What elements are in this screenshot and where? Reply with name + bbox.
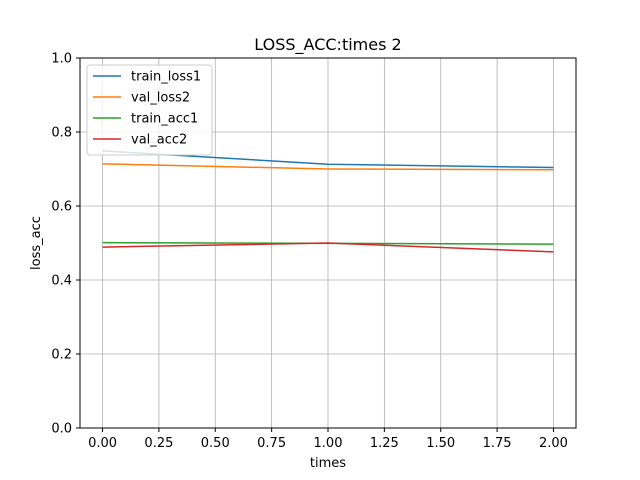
x-tick-label: 1.25 — [370, 436, 399, 451]
legend-box — [86, 64, 213, 156]
y-tick-label: 1.0 — [51, 52, 72, 67]
x-tick-label: 0.25 — [144, 436, 173, 451]
y-axis-label: loss_acc — [29, 216, 44, 270]
x-axis-ticks: 0.00 0.25 0.50 0.75 1.00 1.25 1.50 1.75 2.00 — [88, 428, 568, 451]
legend-label: val_loss2 — [131, 91, 190, 106]
x-tick-label: 1.50 — [426, 436, 455, 451]
y-tick-label: 0.0 — [51, 422, 72, 437]
x-tick-label: 2.00 — [539, 436, 568, 451]
y-tick-label: 0.8 — [51, 126, 72, 141]
x-axis-label: times — [310, 456, 346, 471]
x-tick-label: 0.75 — [257, 436, 286, 451]
series-line-val_loss2 — [102, 163, 554, 171]
x-tick-label: 1.00 — [314, 436, 343, 451]
series-line-val_acc2 — [102, 242, 554, 253]
chart-title: LOSS_ACC:times 2 — [254, 35, 401, 55]
x-tick-label: 1.75 — [483, 436, 512, 451]
legend-label: train_acc1 — [131, 112, 198, 127]
legend-label: val_acc2 — [131, 133, 187, 148]
y-axis-ticks: 0.0 0.2 0.4 0.6 0.8 1.0 — [51, 52, 80, 437]
x-tick-label: 0.00 — [88, 436, 117, 451]
y-tick-label: 0.4 — [51, 274, 72, 289]
legend: train_loss1 val_loss2 train_acc1 val_acc2 — [86, 64, 213, 156]
y-tick-label: 0.2 — [51, 348, 72, 363]
legend-label: train_loss1 — [131, 70, 201, 85]
x-tick-label: 0.50 — [201, 436, 230, 451]
y-tick-label: 0.6 — [51, 200, 72, 215]
